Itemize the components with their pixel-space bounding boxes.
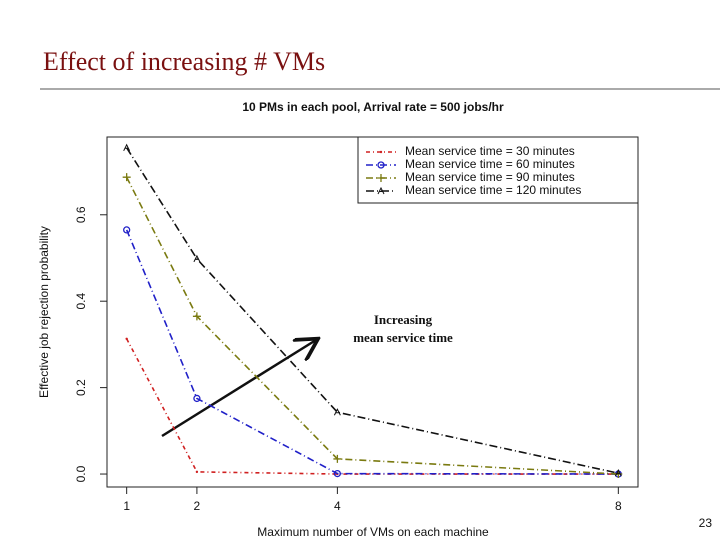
legend-marker [377, 161, 385, 169]
legend-label: Mean service time = 120 minutes [405, 183, 581, 197]
legend-label: Mean service time = 30 minutes [405, 144, 575, 158]
data-point [192, 312, 201, 321]
series-line [125, 229, 619, 475]
chart-title: 10 PMs in each pool, Arrival rate = 500 … [242, 100, 504, 114]
legend-box [357, 136, 639, 204]
arrow [161, 340, 316, 438]
x-axis-label: Maximum number of VMs on each machine [257, 525, 489, 539]
data-point [122, 173, 131, 182]
data-point [193, 254, 201, 263]
data-point [195, 470, 199, 474]
annotation: Increasing [374, 312, 433, 327]
y-tick-label: 0.2 [74, 379, 88, 396]
x-tick-label: 2 [194, 499, 201, 513]
data-point [333, 408, 341, 416]
y-tick-label: 0.4 [74, 293, 88, 310]
data-point [123, 143, 131, 152]
x-tick-label: 4 [334, 499, 341, 513]
legend-marker [379, 150, 383, 154]
data-point [123, 226, 131, 234]
y-tick-label: 0.0 [74, 465, 88, 482]
x-tick-label: 8 [615, 499, 622, 513]
data-point [614, 469, 622, 477]
page-number: 23 [699, 516, 713, 530]
data-point [333, 454, 342, 463]
series-line [125, 147, 619, 474]
legend-marker [377, 186, 385, 195]
y-tick-label: 0.6 [74, 206, 88, 223]
legend-label: Mean service time = 90 minutes [405, 170, 575, 184]
series-line [125, 338, 619, 475]
y-axis-label: Effective job rejection probability [37, 226, 51, 398]
slide-title: Effect of increasing # VMs [43, 47, 325, 76]
annotation: mean service time [353, 330, 453, 345]
data-point [333, 469, 342, 478]
data-point [125, 337, 128, 340]
x-tick-label: 1 [123, 499, 130, 513]
series-line [125, 176, 619, 475]
legend-label: Mean service time = 60 minutes [405, 157, 575, 171]
legend-marker [377, 174, 385, 182]
data-point [193, 394, 201, 403]
